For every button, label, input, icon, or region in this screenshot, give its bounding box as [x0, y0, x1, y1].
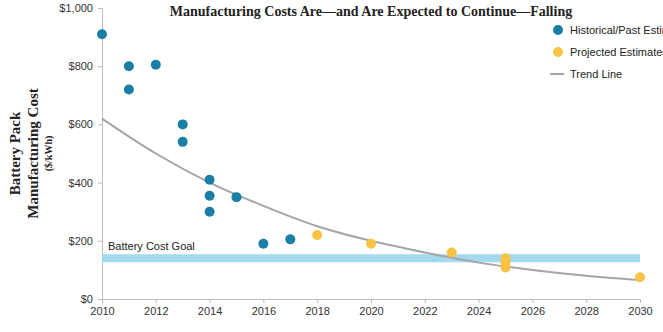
- x-tick-mark: [479, 299, 480, 303]
- x-tick: 2030: [628, 299, 652, 317]
- x-tick-mark: [317, 299, 318, 303]
- x-tick: 2022: [413, 299, 437, 317]
- y-axis: $0 $200 $400 $600 $800 $1,000: [59, 2, 102, 305]
- x-tick: 2014: [198, 299, 222, 317]
- x-tick-label: 2030: [628, 305, 652, 317]
- x-tick-label: 2014: [198, 305, 222, 317]
- x-axis: 2010 2012 2014 2016 2018 2020 2022 2024 2026 2028…: [90, 299, 652, 317]
- y-tick-mark: [98, 183, 102, 184]
- y-tick-label: $600: [69, 118, 93, 130]
- legend-marker: [553, 25, 563, 35]
- y-tick-label: $0: [81, 293, 93, 305]
- goal-band: [102, 254, 640, 262]
- y-tick-label: $800: [69, 60, 93, 72]
- y-axis-title: ($/kWh): [43, 136, 55, 172]
- y-axis-title: Battery Pack: [7, 111, 23, 195]
- y-axis-line: [98, 9, 103, 300]
- y-tick-label: $400: [69, 177, 93, 189]
- x-tick-label: 2026: [521, 305, 545, 317]
- x-tick-label: 2024: [467, 305, 491, 317]
- y-tick: $600: [69, 118, 102, 130]
- x-tick-mark: [425, 299, 426, 303]
- x-tick-mark: [586, 299, 587, 303]
- x-tick-label: 2020: [359, 305, 383, 317]
- y-axis-title: Manufacturing Cost: [25, 88, 41, 218]
- point: [151, 60, 161, 70]
- y-tick-label: $1,000: [59, 2, 93, 14]
- x-axis-line: [103, 300, 641, 304]
- x-tick-label: 2018: [305, 305, 329, 317]
- x-tick-mark: [210, 299, 211, 303]
- y-tick: $800: [69, 60, 102, 72]
- legend-marker: [550, 73, 564, 75]
- point: [205, 175, 215, 185]
- point: [178, 119, 188, 129]
- goal-label: Battery Cost Goal: [108, 240, 195, 252]
- y-tick-mark: [98, 299, 102, 300]
- point: [258, 239, 268, 249]
- chart: Manufacturing Costs Are—and Are Expected…: [0, 0, 663, 332]
- x-tick-label: 2012: [144, 305, 168, 317]
- point: [178, 137, 188, 147]
- y-tick-mark: [98, 66, 102, 67]
- y-tick: $200: [69, 235, 102, 247]
- point: [501, 263, 511, 273]
- x-tick-mark: [371, 299, 372, 303]
- y-tick-mark: [98, 124, 102, 125]
- trend-line: [102, 119, 640, 281]
- x-tick: 2028: [574, 299, 598, 317]
- plot-area: [97, 29, 645, 282]
- y-tick: $1,000: [59, 2, 102, 14]
- point: [312, 230, 322, 240]
- x-tick: 2026: [521, 299, 545, 317]
- x-tick: 2010: [90, 299, 114, 317]
- y-tick-label: $200: [69, 235, 93, 247]
- legend-label: Projected Estimates: [570, 46, 663, 58]
- x-tick-mark: [640, 299, 641, 303]
- y-tick: $0: [81, 293, 102, 305]
- x-tick: 2012: [144, 299, 168, 317]
- point: [447, 247, 457, 257]
- y-tick: $400: [69, 177, 102, 189]
- x-tick: 2024: [467, 299, 491, 317]
- point: [366, 239, 376, 249]
- x-tick-mark: [532, 299, 533, 303]
- point: [124, 61, 134, 71]
- x-tick-label: 2010: [90, 305, 114, 317]
- point: [285, 234, 295, 244]
- point: [635, 272, 645, 282]
- x-tick-mark: [156, 299, 157, 303]
- y-tick-mark: [98, 8, 102, 9]
- point: [205, 191, 215, 201]
- point: [124, 84, 134, 94]
- x-tick-label: 2016: [252, 305, 276, 317]
- legend-marker: [553, 47, 563, 57]
- title: Manufacturing Costs Are—and Are Expected…: [170, 4, 572, 19]
- legend: Historical/Past Estimates Projected Estim…: [550, 24, 663, 80]
- x-tick-label: 2028: [574, 305, 598, 317]
- point: [205, 207, 215, 217]
- x-tick-mark: [263, 299, 264, 303]
- x-tick: 2018: [305, 299, 329, 317]
- legend-label: Historical/Past Estimates: [570, 24, 663, 36]
- y-tick-mark: [98, 241, 102, 242]
- x-tick: 2020: [359, 299, 383, 317]
- x-tick-label: 2022: [413, 305, 437, 317]
- point: [97, 29, 107, 39]
- point: [232, 192, 242, 202]
- legend-label: Trend Line: [570, 68, 622, 80]
- x-tick: 2016: [252, 299, 276, 317]
